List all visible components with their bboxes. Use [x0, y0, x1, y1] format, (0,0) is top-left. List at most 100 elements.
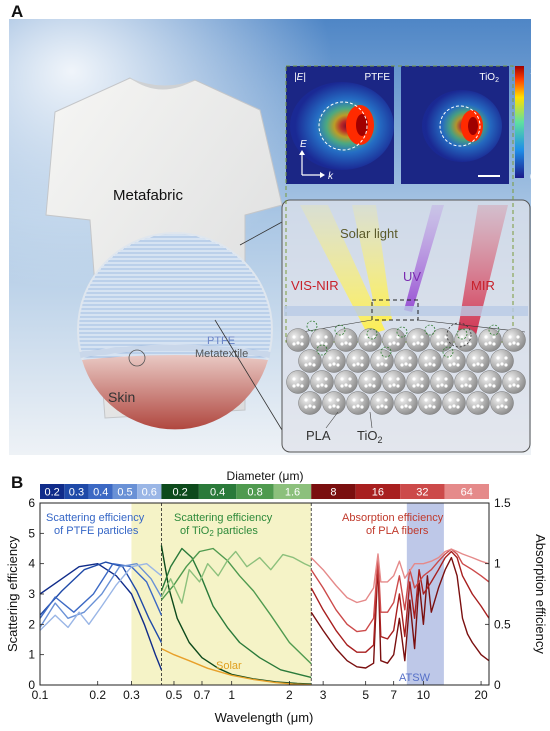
k-vector-label: k	[328, 171, 334, 182]
tio2-particle	[468, 342, 472, 346]
pla-fiber	[394, 349, 418, 373]
tio2-particle	[308, 362, 312, 366]
highlight-circle	[446, 322, 472, 348]
tio2-particle	[456, 398, 460, 402]
tio2-particle	[448, 363, 452, 367]
tio2-particle	[388, 335, 392, 339]
tio2-particle	[384, 405, 388, 409]
beam-solar	[352, 205, 392, 322]
tio2-particle	[360, 363, 364, 367]
tio2-particle	[372, 342, 376, 346]
tio2-particle	[304, 356, 308, 360]
pla-fiber	[490, 349, 514, 373]
x-tick-label: 5	[362, 688, 369, 702]
tio2-particle	[340, 335, 344, 339]
magnifier-circle: PTFE Metatextile Skin	[77, 232, 273, 430]
tio2-particle	[496, 398, 500, 402]
colorbar: 1 0	[515, 66, 536, 183]
tio2-particle	[408, 398, 412, 402]
y-tick-label-left: 4	[28, 557, 35, 571]
uv-label: UV	[403, 269, 421, 284]
tio2-particle	[500, 404, 504, 408]
tio2-particle	[316, 384, 320, 388]
tio2-particle	[324, 384, 328, 388]
tio2-particle	[456, 363, 460, 367]
tio2-particle	[396, 342, 400, 346]
y-tick-label-left: 1	[28, 648, 35, 662]
pla-fiber	[478, 370, 502, 394]
tio2-particle	[516, 335, 520, 339]
tio2-particle	[348, 377, 352, 381]
fiber-bundle	[286, 320, 526, 415]
atsw-annotation: ATSW	[399, 672, 431, 684]
tio2-particle	[356, 362, 360, 366]
tio2-particle	[412, 384, 416, 388]
x-tick-label: 0.3	[123, 688, 140, 702]
panel-b: B Diameter (μm) 0.2 0.3 0.4 0.5 0.6 0.2 0.4 0.8…	[5, 469, 548, 725]
x-tick-label: 20	[474, 688, 488, 702]
diameter-value: 0.2	[44, 487, 59, 499]
tio2-particle	[464, 341, 468, 345]
tio2-particle	[512, 383, 516, 387]
pla-fiber	[310, 370, 334, 394]
tio2-particle	[484, 384, 488, 388]
tio2-particle	[332, 404, 336, 408]
tio2-particle	[292, 342, 296, 346]
ptfe-annotation-line2: of PTFE particles	[54, 525, 139, 537]
e-vector-label: E	[300, 139, 307, 150]
y-tick-label-left: 3	[28, 587, 35, 601]
pla-fiber	[418, 349, 442, 373]
diameter-value: 8	[330, 487, 336, 499]
y-axis-right: 0 0.5 1 1.5	[485, 496, 511, 692]
tio2-particle	[472, 356, 476, 360]
tio2-particle	[504, 356, 508, 360]
tio2-particle	[500, 362, 504, 366]
colorbar-max: 1	[530, 66, 536, 77]
tio2-particle	[368, 383, 372, 387]
x-axis: 0.1 0.2 0.3 0.5 0.7 1 2 3 5 7 10 20	[32, 681, 488, 702]
pla-fiber	[442, 391, 466, 415]
tio2-particle	[316, 342, 320, 346]
x-tick-label: 7	[390, 688, 397, 702]
pla-fiber	[466, 391, 490, 415]
tio2-particle	[428, 404, 432, 408]
tio2-particle	[364, 377, 368, 381]
pla-fiber	[358, 370, 382, 394]
series-line-ptfe-0.4	[40, 563, 163, 619]
tio2-particle	[352, 405, 356, 409]
y-tick-label-left: 2	[28, 617, 35, 631]
pla-fiber	[298, 391, 322, 415]
tio2-particle	[320, 383, 324, 387]
pla-fiber	[382, 370, 406, 394]
series-line-pla-16	[310, 550, 489, 653]
x-tick-label: 3	[320, 688, 327, 702]
tio2-particle	[412, 377, 416, 381]
tio2-particle	[416, 341, 420, 345]
diameter-swatch-ptfe	[40, 484, 65, 499]
tio2-particle	[316, 335, 320, 339]
colorbar-min: 0	[530, 172, 536, 183]
pla-annotation-line1: Absorption efficiency	[342, 512, 444, 524]
tio2-particle	[404, 362, 408, 366]
tio2-particle	[400, 356, 404, 360]
tio2-particle	[292, 377, 296, 381]
pla-fiber	[370, 349, 394, 373]
tio2-particle	[508, 384, 512, 388]
tio2-particle	[304, 398, 308, 402]
tio2-particle-outline	[442, 346, 454, 358]
diameter-swatch-ptfe	[88, 484, 113, 499]
tio2-particle	[452, 404, 456, 408]
tio2-particle-outline	[380, 346, 392, 358]
tio2-particle-outline	[306, 320, 318, 332]
diameter-swatch-tio2	[273, 484, 312, 499]
x-tick-label: 0.2	[89, 688, 106, 702]
y-axis-left: 0 1 2 3 4 5 6	[28, 496, 44, 692]
tio2-particle	[476, 362, 480, 366]
tio2-particle	[420, 377, 424, 381]
diameter-swatch-pla	[355, 484, 401, 499]
tio2-particle	[456, 356, 460, 360]
tio2-particle	[460, 377, 464, 381]
tio2-particle	[424, 398, 428, 402]
x-tick-label: 10	[417, 688, 431, 702]
inset-tio2-title: TiO2	[479, 72, 499, 84]
